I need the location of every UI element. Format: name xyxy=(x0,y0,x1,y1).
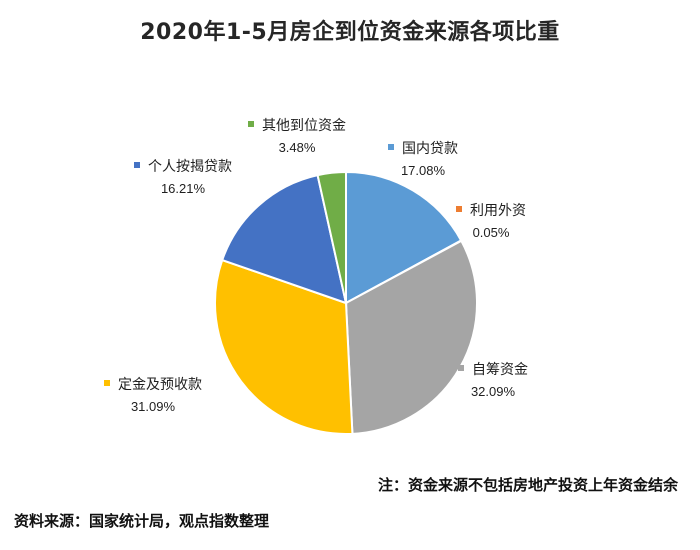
pie-slice-1 xyxy=(345,170,463,305)
slice-name-label: 自筹资金 xyxy=(472,361,528,378)
legend-marker-5 xyxy=(134,162,140,168)
chart-footnote: 注：资金来源不包括房地产投资上年资金结余 xyxy=(377,476,678,494)
slice-name-label: 国内贷款 xyxy=(402,141,458,157)
slice-name-label: 个人按揭贷款 xyxy=(148,159,232,175)
slice-value-label: 16.21% xyxy=(161,181,206,196)
data-label-5: 个人按揭贷款 16.21% xyxy=(134,159,232,196)
data-label-3: 自筹资金 32.09% xyxy=(458,361,528,399)
pie-slice-5 xyxy=(220,173,348,305)
slice-value-label: 17.08% xyxy=(401,163,446,178)
data-source: 资料来源：国家统计局，观点指数整理 xyxy=(14,512,270,530)
pie-slice-6 xyxy=(316,170,347,304)
slice-value-label: 31.09% xyxy=(131,399,176,414)
slice-name-label: 其他到位资金 xyxy=(262,118,346,134)
pie-data-labels: 国内贷款 17.08% 利用外资 0.05% 自筹资金 32.09% 定金及预收款 31.09… xyxy=(104,118,528,414)
data-label-4: 定金及预收款 31.09% xyxy=(104,377,202,414)
data-label-6: 其他到位资金 3.48% xyxy=(248,118,346,155)
pie-slice-4 xyxy=(214,258,354,435)
pie-slices xyxy=(214,170,478,435)
legend-marker-2 xyxy=(456,206,462,212)
slice-value-label: 32.09% xyxy=(471,384,516,399)
chart-title: 2020年1-5月房企到位资金来源各项比重 xyxy=(140,20,560,45)
slice-name-label: 定金及预收款 xyxy=(118,377,202,393)
legend-marker-4 xyxy=(104,380,110,386)
legend-marker-6 xyxy=(248,121,254,127)
legend-marker-1 xyxy=(388,144,394,150)
data-label-1: 国内贷款 17.08% xyxy=(388,141,458,178)
slice-name-label: 利用外资 xyxy=(470,203,526,219)
slice-value-label: 3.48% xyxy=(279,140,316,155)
data-label-2: 利用外资 0.05% xyxy=(456,203,526,240)
legend-marker-3 xyxy=(458,365,464,371)
slice-value-label: 0.05% xyxy=(473,225,510,240)
